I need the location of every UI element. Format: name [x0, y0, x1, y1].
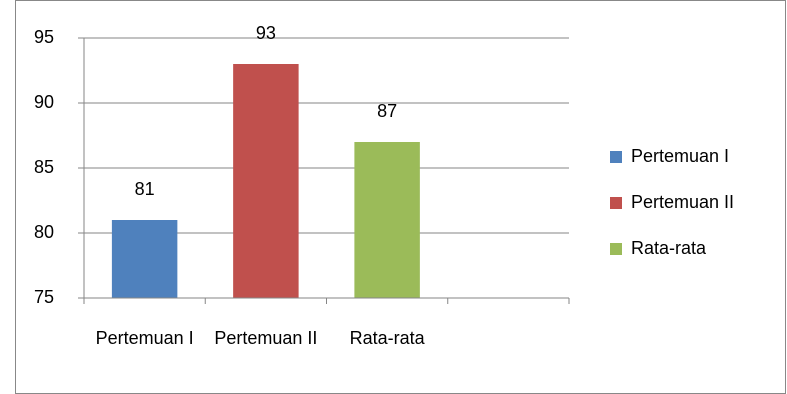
- y-tick-label: 75: [34, 287, 54, 307]
- legend-label: Pertemuan II: [631, 192, 734, 212]
- y-tick-label: 80: [34, 222, 54, 242]
- data-label: 93: [256, 23, 276, 43]
- data-label: 81: [135, 179, 155, 199]
- x-tick-label: Rata-rata: [349, 328, 425, 348]
- legend-swatch: [610, 151, 622, 163]
- data-label: 87: [377, 101, 397, 121]
- y-tick-label: 95: [34, 27, 54, 47]
- x-tick-label: Pertemuan I: [95, 328, 194, 348]
- bar: [354, 142, 420, 298]
- y-tick-label: 85: [34, 157, 54, 177]
- bar: [111, 220, 178, 298]
- legend-label: Pertemuan I: [631, 146, 729, 166]
- legend-swatch: [610, 243, 622, 255]
- legend-swatch: [610, 197, 622, 209]
- bar: [233, 64, 299, 298]
- y-tick-label: 90: [34, 92, 54, 112]
- legend-label: Rata-rata: [631, 238, 707, 258]
- x-tick-label: Pertemuan II: [214, 328, 318, 348]
